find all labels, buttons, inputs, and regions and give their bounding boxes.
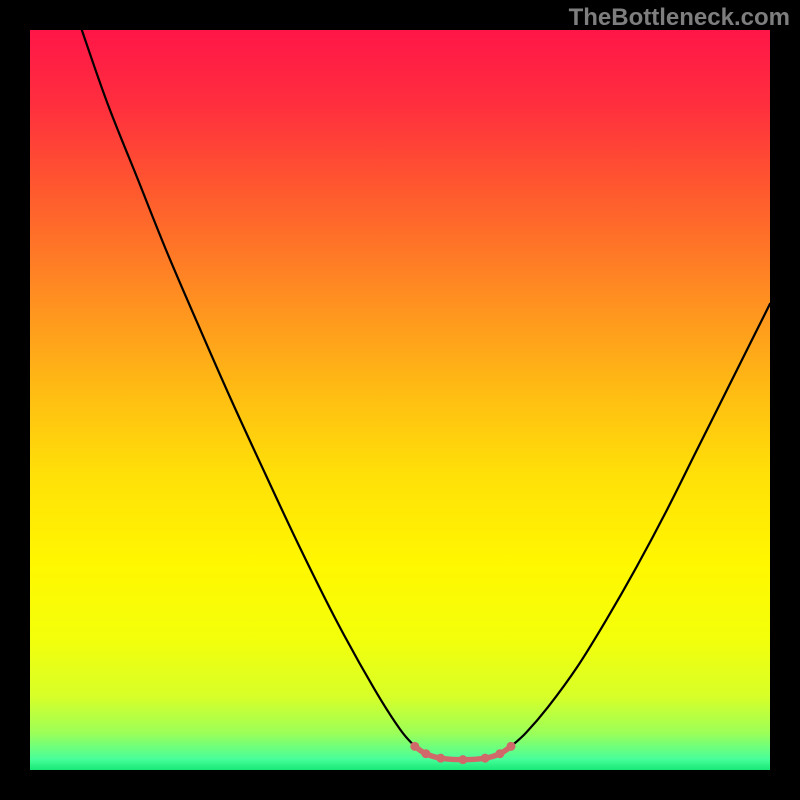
chart-frame: TheBottleneck.com — [0, 0, 800, 800]
valley-marker-dot — [436, 754, 445, 763]
valley-marker-dot — [495, 749, 504, 758]
valley-marker-dot — [507, 742, 516, 751]
gradient-background — [30, 30, 770, 770]
valley-marker-dot — [410, 742, 419, 751]
valley-marker-dot — [421, 749, 430, 758]
valley-marker-dot — [481, 754, 490, 763]
valley-marker-dot — [458, 755, 467, 764]
chart-svg — [30, 30, 770, 770]
watermark-text: TheBottleneck.com — [569, 4, 790, 32]
plot-area — [30, 30, 770, 770]
